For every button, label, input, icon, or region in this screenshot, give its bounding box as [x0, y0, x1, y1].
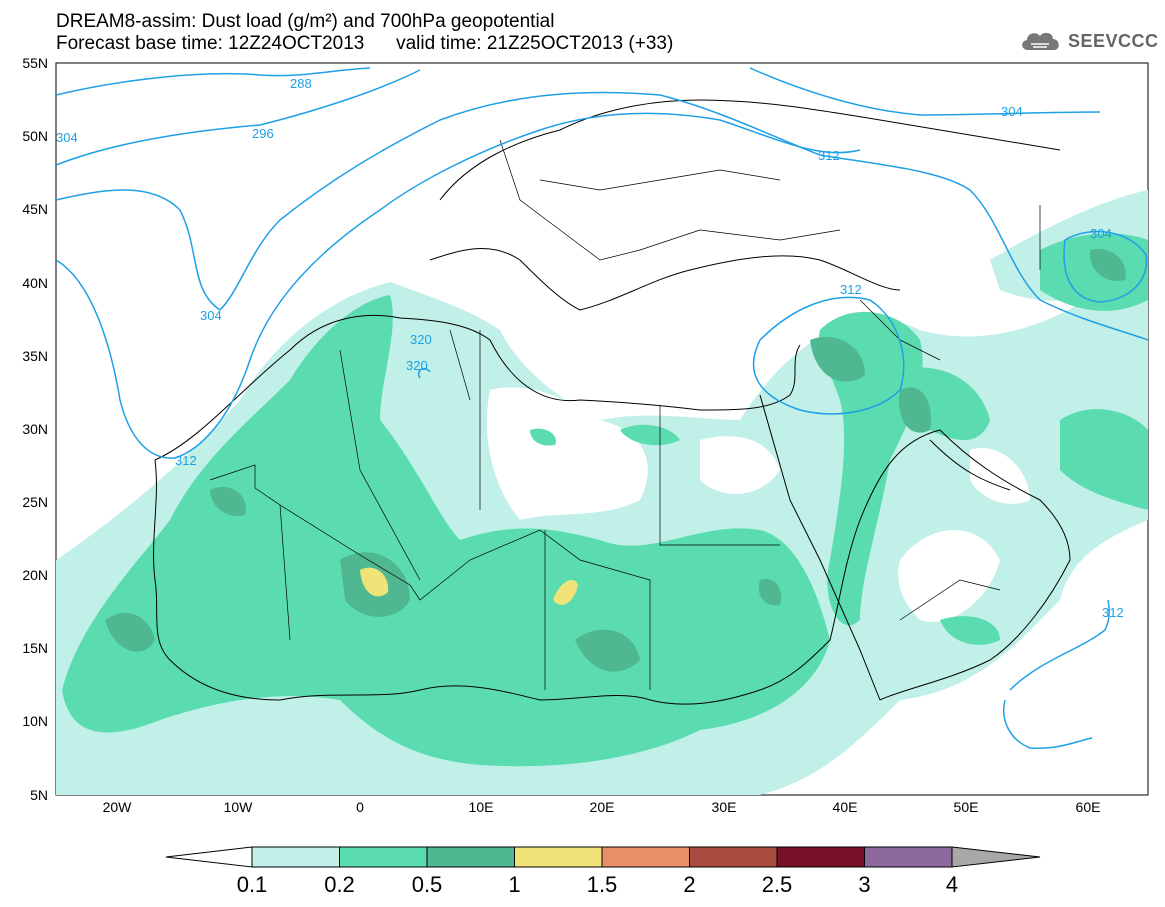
contour-label: 312 — [840, 282, 862, 297]
colorbar — [165, 846, 1041, 868]
geopotential-contours — [56, 67, 1148, 749]
lon-label: 30E — [712, 799, 737, 815]
lon-label: 10W — [224, 799, 254, 815]
contour-label: 312 — [1102, 605, 1124, 620]
colorbar-label: 1.5 — [586, 872, 618, 897]
colorbar-label: 0.2 — [324, 872, 355, 897]
contour-label: 320 — [406, 358, 428, 373]
lon-label: 10E — [469, 799, 494, 815]
contour-label: 304 — [1090, 226, 1112, 241]
colorbar-under-arrow — [165, 846, 253, 868]
lat-label: 25N — [22, 494, 48, 510]
colorbar-swatch — [601, 846, 690, 868]
lat-label: 35N — [22, 348, 48, 364]
lon-label: 40E — [833, 799, 858, 815]
colorbar-swatch — [864, 846, 953, 868]
colorbar-swatch — [339, 846, 428, 868]
lat-label: 5N — [30, 787, 48, 803]
lat-label: 10N — [22, 713, 48, 729]
lat-label: 40N — [22, 275, 48, 291]
lat-label: 55N — [22, 55, 48, 71]
colorbar-label: 1 — [508, 872, 521, 897]
dust-medium-fill — [62, 233, 1148, 767]
contour-label: 312 — [175, 453, 197, 468]
lon-label: 0 — [356, 799, 364, 815]
colorbar-label: 2 — [683, 872, 696, 897]
contour-label: 288 — [290, 76, 312, 91]
colorbar-swatch — [514, 846, 603, 868]
chart-subtitle: Forecast base time: 12Z24OCT2013 valid t… — [56, 34, 673, 54]
colorbar-swatch — [251, 846, 340, 868]
colorbar-label: 0.5 — [411, 872, 443, 897]
contour-label: 320 — [410, 332, 432, 347]
longitude-axis: 20W 10W 0 10E 20E 30E 40E 50E 60E — [103, 799, 1101, 815]
cloud-icon — [1022, 32, 1059, 50]
dust-high-fill — [360, 567, 578, 605]
contour-labels: 288 296 304 304 312 312 312 320 320 304 … — [56, 76, 1124, 620]
lat-label: 45N — [22, 201, 48, 217]
colorbar-label: 0.1 — [236, 872, 268, 897]
lat-label: 50N — [22, 128, 48, 144]
latitude-axis: 55N 50N 45N 40N 35N 30N 25N 20N 15N 10N … — [22, 55, 48, 803]
colorbar-over-arrow — [951, 846, 1041, 868]
lat-label: 15N — [22, 640, 48, 656]
valid-time: valid time: 21Z25OCT2013 (+33) — [396, 33, 674, 54]
logo-text: SEEVCCC — [1068, 30, 1159, 51]
colorbar-label: 4 — [945, 872, 959, 897]
lon-label: 20W — [103, 799, 133, 815]
chart-title: DREAM8-assim: Dust load (g/m²) and 700hP… — [56, 11, 555, 32]
colorbar-swatch — [689, 846, 778, 868]
colorbar-swatch — [776, 846, 865, 868]
contour-label: 296 — [252, 126, 274, 141]
colorbar-swatch — [426, 846, 515, 868]
coastlines — [153, 99, 1071, 705]
lat-label: 20N — [22, 567, 48, 583]
contour-label: 304 — [1001, 104, 1023, 119]
logo: SEEVCCC — [1018, 26, 1159, 56]
contour-label: 304 — [200, 308, 222, 323]
base-time: Forecast base time: 12Z24OCT2013 — [56, 33, 365, 54]
lon-label: 50E — [954, 799, 979, 815]
contour-label: 304 — [56, 130, 78, 145]
lon-label: 60E — [1076, 799, 1101, 815]
contour-label: 312 — [818, 148, 840, 163]
colorbar-label: 2.5 — [761, 872, 793, 897]
lon-label: 20E — [590, 799, 615, 815]
lat-label: 30N — [22, 421, 48, 437]
colorbar-label: 3 — [858, 872, 871, 897]
